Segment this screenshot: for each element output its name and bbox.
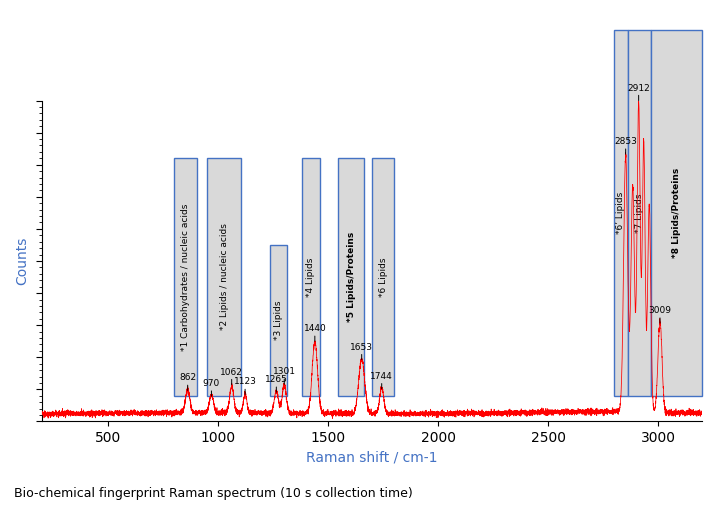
Text: 1265: 1265: [265, 375, 288, 392]
FancyBboxPatch shape: [372, 158, 394, 396]
Text: 862: 862: [179, 373, 196, 390]
FancyBboxPatch shape: [302, 158, 320, 396]
FancyBboxPatch shape: [270, 245, 288, 396]
Text: 1123: 1123: [234, 377, 257, 394]
Text: 1440: 1440: [303, 324, 326, 341]
Text: 1653: 1653: [350, 343, 373, 360]
FancyBboxPatch shape: [174, 158, 197, 396]
Text: 970: 970: [203, 379, 220, 396]
Text: 3009: 3009: [648, 306, 672, 323]
Y-axis label: Counts: Counts: [15, 237, 29, 285]
FancyBboxPatch shape: [614, 30, 627, 396]
Text: *4 Lipids: *4 Lipids: [306, 258, 315, 297]
Text: *8 Lipids/Proteins: *8 Lipids/Proteins: [672, 168, 680, 258]
Text: *1 Carbohydrates / nucleic acids: *1 Carbohydrates / nucleic acids: [181, 204, 190, 351]
Text: *7 Lipids: *7 Lipids: [635, 193, 644, 233]
Text: 1744: 1744: [371, 372, 393, 389]
Text: *2 Lipids / nucleic acids: *2 Lipids / nucleic acids: [219, 224, 229, 330]
Text: *5 Lipids/Proteins: *5 Lipids/Proteins: [346, 232, 356, 322]
X-axis label: Raman shift / cm-1: Raman shift / cm-1: [306, 451, 438, 465]
FancyBboxPatch shape: [627, 30, 650, 396]
Text: 1062: 1062: [220, 368, 243, 385]
Text: 1301: 1301: [272, 367, 295, 384]
Text: *6’ Lipids: *6’ Lipids: [617, 192, 625, 234]
Text: 2853: 2853: [614, 137, 637, 154]
FancyBboxPatch shape: [338, 158, 364, 396]
Text: 2912: 2912: [627, 83, 650, 100]
Text: *6 Lipids: *6 Lipids: [379, 258, 387, 297]
FancyBboxPatch shape: [650, 30, 702, 396]
FancyBboxPatch shape: [207, 158, 241, 396]
Text: Bio-chemical fingerprint Raman spectrum (10 s collection time): Bio-chemical fingerprint Raman spectrum …: [14, 487, 413, 500]
Text: *3 Lipids: *3 Lipids: [274, 300, 283, 340]
